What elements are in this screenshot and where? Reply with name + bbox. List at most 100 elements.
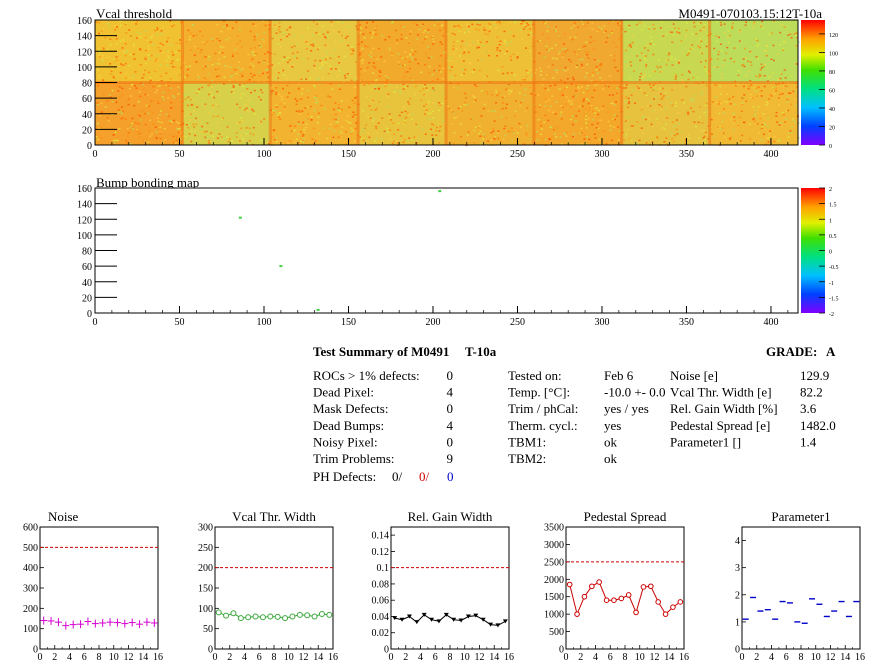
- summary-module-type: T-10a: [465, 344, 497, 359]
- roc-x-tick-label: 12: [650, 652, 660, 663]
- ph-defects-value-2: 0/: [419, 469, 430, 484]
- roc-x-tick-label: 6: [608, 652, 613, 663]
- x-tick-label: 150: [341, 149, 356, 160]
- condition-label: Trim / phCal:: [508, 401, 578, 416]
- roc-point: [502, 619, 508, 624]
- threshold-x-axis: 0 50 100 150 200 250 300 350 400: [93, 138, 789, 160]
- chip-region: [446, 82, 535, 145]
- y-tick-label: 40: [82, 110, 92, 121]
- roc-x-tick-label: 8: [623, 652, 628, 663]
- roc-chart-2: Rel. Gain Width 0 0.02 0.04 0.06 0.08 0.1 0.12 0…: [372, 509, 515, 663]
- z-tick-label: 40: [829, 107, 835, 113]
- roc-chart-title: Rel. Gain Width: [408, 509, 493, 524]
- chip-region: [710, 82, 798, 145]
- defect-value: 0: [447, 401, 454, 416]
- roc-x-tick-label: 2: [403, 652, 408, 663]
- roc-point: [625, 592, 632, 598]
- roc-y-tick-label: 300: [23, 584, 38, 595]
- roc-point: [589, 583, 595, 590]
- condition-label: TBM1:: [508, 434, 546, 449]
- roc-x-tick-label: 4: [593, 652, 598, 663]
- x-tick-label: 100: [256, 317, 271, 328]
- roc-chart-frame: [565, 526, 685, 650]
- y-tick-label: 120: [77, 47, 92, 58]
- roc-x-tick-label: 2: [578, 652, 583, 663]
- roc-point: [429, 617, 435, 622]
- roc-point: [566, 581, 573, 588]
- roc-point: [223, 612, 230, 619]
- roc-y-tick-label: 0: [559, 645, 564, 656]
- roc-point: [399, 617, 405, 622]
- x-tick-label: 100: [256, 149, 271, 160]
- y-tick-label: 20: [82, 293, 92, 304]
- z-tick-label: 0: [829, 250, 832, 256]
- defect-label: Trim Problems:: [313, 451, 395, 466]
- y-tick-label: 160: [77, 16, 92, 27]
- result-label: Rel. Gain Width [%]: [670, 401, 778, 416]
- chip-region: [710, 20, 798, 83]
- roc-point: [267, 613, 274, 620]
- condition-value: ok: [604, 451, 618, 466]
- roc-point: [488, 622, 494, 627]
- test-summary: Test Summary of M0491 T-10a GRADE: A ROC…: [313, 344, 836, 484]
- roc-point: [282, 615, 289, 622]
- roc-point: [245, 614, 252, 621]
- roc-point: [473, 613, 479, 618]
- roc-x-tick-label: 6: [784, 652, 789, 663]
- roc-y-tick-label: 150: [198, 584, 213, 595]
- z-tick-label: -2: [829, 312, 834, 318]
- roc-x-tick-label: 2: [52, 652, 57, 663]
- result-value: 129.9: [800, 368, 829, 383]
- condition-label: Tested on:: [508, 368, 562, 383]
- result-label: Vcal Thr. Width [e]: [670, 385, 772, 400]
- defect-label: ROCs > 1% defects:: [313, 368, 420, 383]
- roc-x-tick-label: 0: [389, 652, 394, 663]
- roc-x-tick-label: 8: [272, 652, 277, 663]
- x-tick-label: 350: [679, 317, 694, 328]
- roc-y-tick-label: 4: [735, 536, 740, 547]
- bump-defect-point: [238, 216, 242, 219]
- roc-point: [633, 609, 639, 616]
- roc-series-line: [394, 614, 506, 626]
- x-tick-label: 350: [679, 149, 694, 160]
- chip-region: [358, 20, 447, 83]
- roc-point: [414, 620, 420, 625]
- roc-point: [443, 612, 449, 617]
- chip-region: [358, 82, 447, 145]
- roc-point: [611, 597, 617, 604]
- roc-x-tick-label: 16: [855, 652, 865, 663]
- chip-region: [270, 20, 359, 83]
- x-tick-label: 400: [763, 317, 778, 328]
- defect-list: ROCs > 1% defects: 0 Dead Pixel: 4 Mask Defe…: [313, 368, 454, 466]
- result-value: 3.6: [800, 401, 817, 416]
- roc-y-tick-label: 1: [735, 617, 740, 628]
- roc-chart-frame: [39, 526, 159, 650]
- roc-point: [581, 593, 588, 600]
- roc-point: [230, 610, 237, 617]
- roc-y-tick-label: 0.02: [372, 628, 390, 639]
- roc-y-tick-label: 3: [735, 563, 740, 574]
- roc-x-tick-label: 16: [504, 652, 514, 663]
- roc-y-tick-label: 1000: [544, 610, 564, 621]
- roc-y-tick-label: 0.08: [372, 579, 390, 590]
- threshold-color-scale: [801, 20, 825, 145]
- z-tick-label: 2: [829, 187, 832, 193]
- roc-y-tick-label: 200: [198, 563, 213, 574]
- y-tick-label: 60: [82, 262, 92, 273]
- x-tick-label: 250: [510, 149, 525, 160]
- chip-edge: [95, 81, 798, 84]
- result-value: 1.4: [800, 434, 817, 449]
- defect-value: 9: [447, 451, 454, 466]
- module-label: M0491-070103.15:12T-10a: [678, 6, 822, 21]
- roc-point: [304, 612, 311, 619]
- bump-points: [238, 190, 442, 311]
- x-tick-label: 0: [93, 317, 98, 328]
- roc-point: [252, 613, 259, 620]
- roc-y-tick-label: 300: [198, 523, 213, 534]
- x-tick-label: 50: [174, 149, 184, 160]
- roc-chart-frame: [214, 526, 334, 650]
- result-label: Noise [e]: [670, 368, 718, 383]
- roc-y-tick-label: 250: [198, 543, 213, 554]
- roc-y-tick-label: 0.04: [372, 612, 390, 623]
